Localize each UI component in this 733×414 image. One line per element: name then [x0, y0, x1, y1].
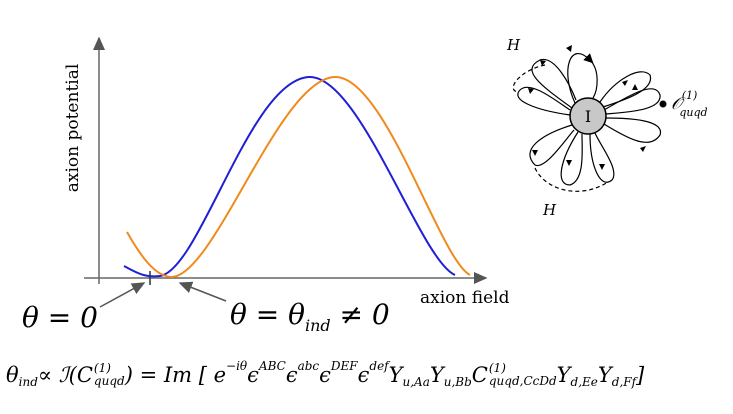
equation-sup: def	[369, 359, 389, 373]
equation-sup: DEF	[330, 359, 358, 373]
equation-base: ϵ	[357, 363, 370, 387]
operator-dot	[659, 100, 667, 108]
equation-sub: quqd,CcDd	[488, 374, 557, 388]
equation-scripts: (1) quqd	[94, 362, 125, 388]
equation-sub: u,Bb	[443, 375, 472, 389]
equation-base: ϵ	[319, 363, 331, 387]
diagram-arrows	[528, 45, 646, 170]
equation-base: Y	[597, 363, 612, 387]
equation-base: ) = Im [ e	[124, 363, 227, 387]
equation-base: ∝ ℐ(C	[37, 363, 93, 387]
equation-base: ]	[636, 363, 645, 387]
equation-sup: −iθ	[226, 359, 248, 373]
vertex	[569, 97, 607, 135]
equation-term: ϵ ABC	[247, 359, 286, 387]
equation-term: ϵ def	[357, 359, 389, 387]
curve-blue	[123, 75, 456, 278]
diagram-lines	[512, 53, 661, 192]
higgs-label: H	[506, 36, 521, 54]
arrow	[99, 282, 146, 308]
equation-term: ∝ ℐ(C (1) quqd	[38, 362, 125, 388]
annotation-part: θ = θ	[230, 298, 305, 331]
equation-base: C	[471, 363, 488, 387]
operator-sub: quqd	[679, 106, 707, 119]
arrow	[178, 281, 227, 302]
annotation-sub: ind	[305, 316, 331, 335]
x-label: axion field	[420, 288, 510, 308]
equation-sub: u,Aa	[402, 375, 430, 389]
operator-label: 𝒪(1) quqd	[671, 89, 708, 119]
equation-sup: (1)	[488, 361, 506, 375]
equation-base: Y	[429, 363, 444, 387]
equation-term: C (1) quqd,CcDd	[472, 362, 557, 388]
equation: θ ind ∝ ℐ(C (1) quqd) = Im [ e −iθ ϵ ABC ϵ abc ϵ D…	[6, 359, 644, 389]
equation-sup: abc	[297, 359, 320, 373]
equation-term: ϵ abc	[285, 359, 319, 387]
equation-term: ϵ DEF	[319, 359, 357, 387]
equation-term: θ ind	[6, 363, 38, 389]
equation-sub: d,Ee	[570, 375, 598, 389]
equation-base: Y	[388, 363, 403, 387]
equation-sub: quqd	[93, 374, 125, 388]
higgs-label: H	[542, 201, 557, 219]
equation-term: ) = Im [ e −iθ	[124, 359, 247, 387]
equation-term: ]	[636, 363, 644, 387]
equation-sub: d,Ff	[611, 375, 637, 389]
equation-sup: (1)	[93, 361, 111, 375]
operator-sup: (1)	[682, 89, 698, 102]
equation-base: ϵ	[247, 363, 259, 387]
annotation: θ = θind ≠ 0	[230, 298, 390, 335]
equation-base: θ	[6, 363, 19, 387]
vertex-label: I	[585, 107, 591, 126]
y-label: axion potential	[63, 64, 83, 193]
equation-base: ϵ	[285, 363, 298, 387]
equation-sub: ind	[18, 375, 38, 389]
equation-scripts: (1) quqd,CcDd	[489, 362, 557, 388]
curve-orange	[126, 75, 471, 279]
annotation-part: ≠ 0	[331, 298, 390, 331]
equation-sup: ABC	[258, 359, 286, 373]
annotation: θ = 0	[22, 301, 98, 334]
equation-base: Y	[556, 363, 571, 387]
